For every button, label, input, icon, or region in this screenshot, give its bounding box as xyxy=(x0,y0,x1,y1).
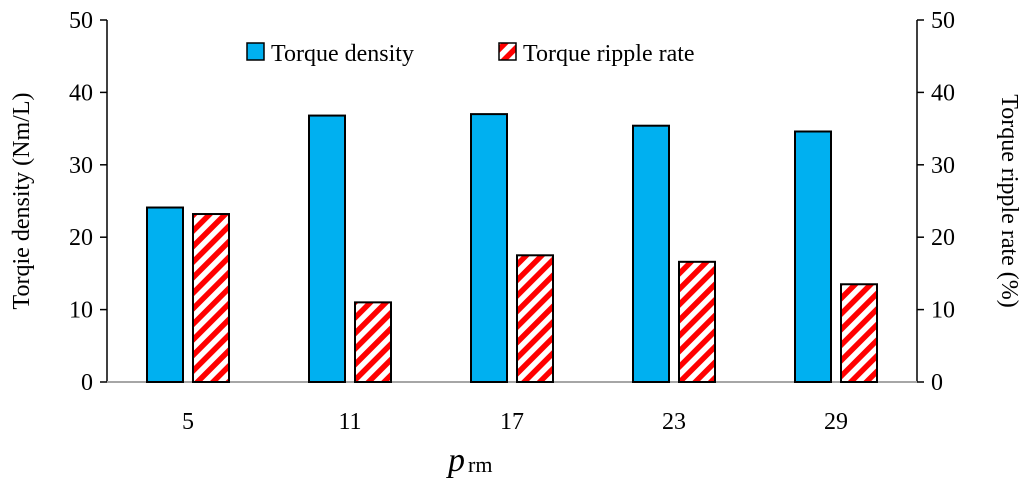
right-tick-label: 50 xyxy=(931,8,955,34)
right-tick-label: 20 xyxy=(931,225,955,251)
bars-group xyxy=(146,113,878,384)
left-tick-label: 40 xyxy=(69,80,93,106)
legend-label-torque-ripple-rate: Torque ripple rate xyxy=(523,41,695,67)
legend-label-torque-density: Torque density xyxy=(271,41,414,67)
bar-torque-ripple-rate-5 xyxy=(192,213,230,383)
right-tick-label: 10 xyxy=(931,298,955,324)
x-axis-title-subscript: rm xyxy=(468,452,492,477)
legend-swatch-torque-ripple-rate xyxy=(498,42,517,61)
left-tick-label: 20 xyxy=(69,225,93,251)
bar-torque-density-17 xyxy=(470,113,508,384)
left-tick-label: 50 xyxy=(69,8,93,34)
x-tick-labels: 5 11 17 23 29 xyxy=(182,409,848,435)
bar-torque-density-5 xyxy=(146,206,184,383)
x-tick-label: 29 xyxy=(824,409,848,435)
right-y-ticks: 0 10 20 30 40 50 xyxy=(917,8,955,396)
bar-torque-density-29 xyxy=(794,130,832,383)
legend-swatch-torque-density xyxy=(246,42,265,61)
y-axis-title-right: Torque ripple rate (%) xyxy=(996,94,1022,308)
bar-torque-density-23 xyxy=(632,124,670,383)
bar-torque-density-11 xyxy=(308,114,346,384)
x-tick-label: 23 xyxy=(662,409,686,435)
left-tick-label: 0 xyxy=(81,370,93,396)
left-y-ticks: 0 10 20 30 40 50 xyxy=(69,8,107,396)
right-tick-label: 40 xyxy=(931,80,955,106)
y-axis-title-left: Torqie density (Nm/L) xyxy=(9,93,35,310)
right-tick-label: 0 xyxy=(931,370,943,396)
left-tick-label: 10 xyxy=(69,298,93,324)
legend: Torque density Torque ripple rate xyxy=(246,41,695,67)
x-tick-label: 5 xyxy=(182,409,194,435)
bar-torque-ripple-rate-23 xyxy=(678,260,716,384)
left-tick-label: 30 xyxy=(69,153,93,179)
x-tick-label: 17 xyxy=(500,409,524,435)
x-axis-title: p rm xyxy=(446,442,492,479)
bar-torque-ripple-rate-11 xyxy=(354,301,392,383)
x-axis-title-main: p xyxy=(446,442,465,479)
x-tick-label: 11 xyxy=(338,409,361,435)
bar-torque-ripple-rate-29 xyxy=(840,283,878,384)
bar-torque-ripple-rate-17 xyxy=(516,254,554,383)
plot-area xyxy=(106,20,918,383)
right-tick-label: 30 xyxy=(931,153,955,179)
